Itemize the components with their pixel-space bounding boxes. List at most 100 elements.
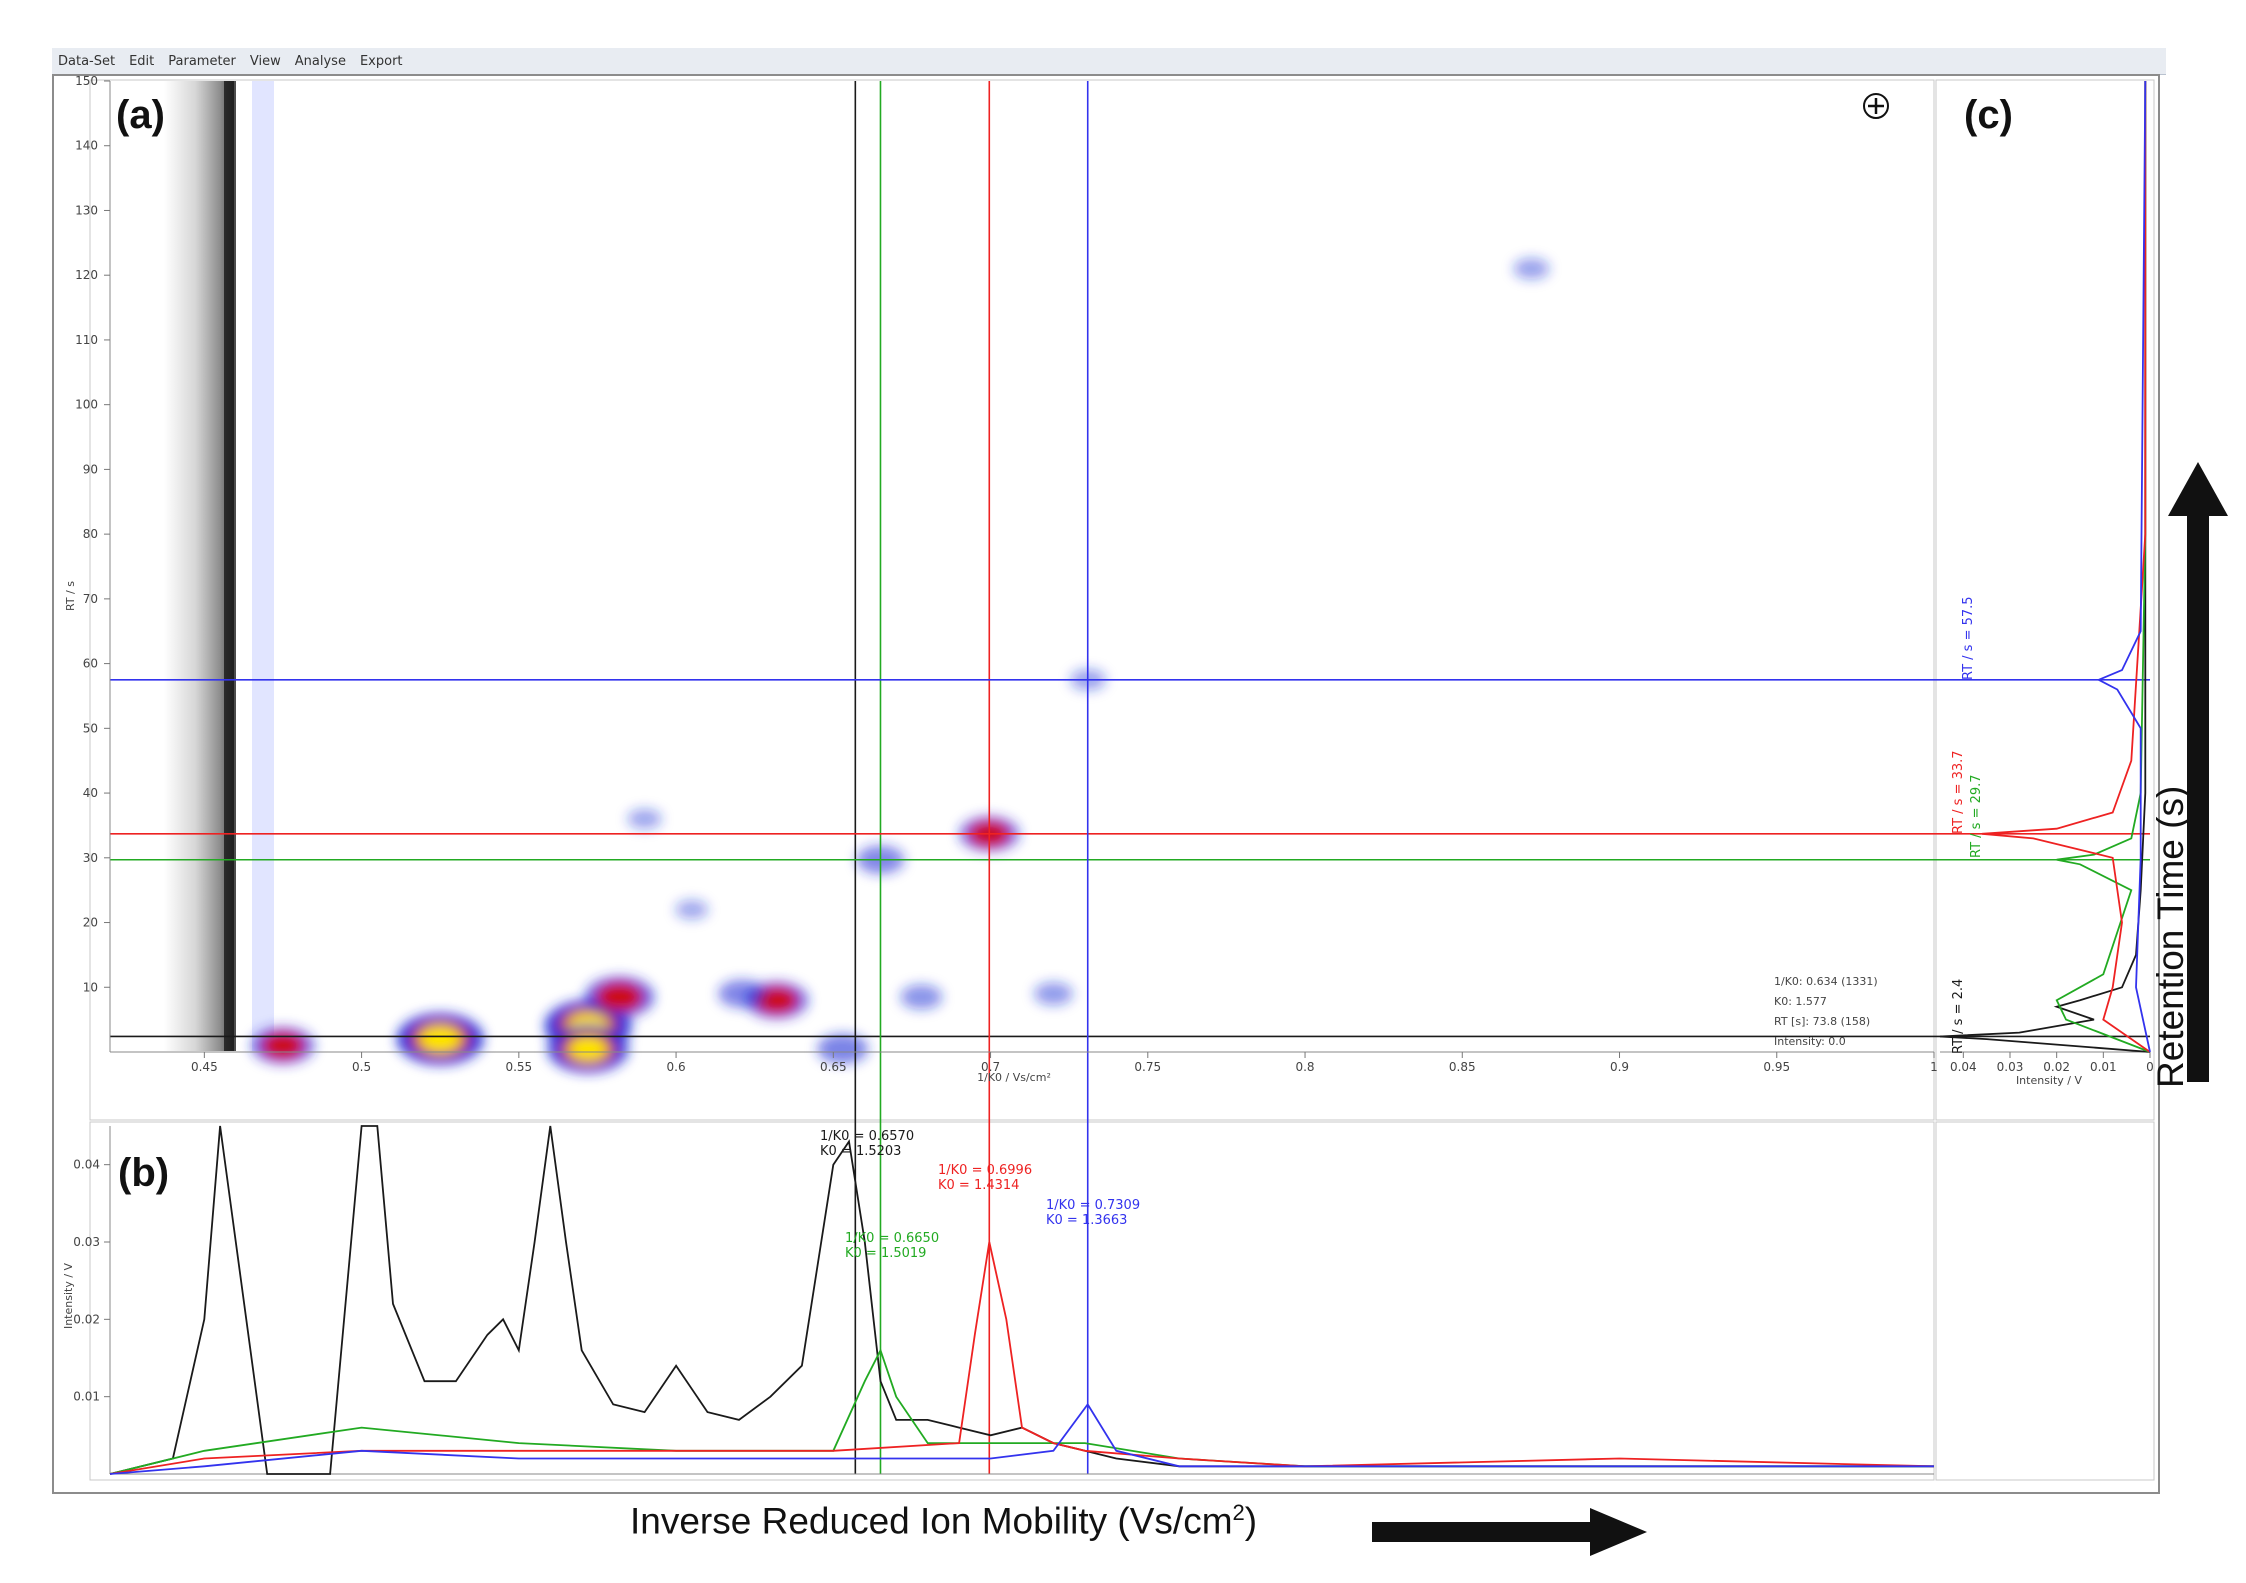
panel-c-series-blue [2096,80,2151,1053]
menu-item-view[interactable]: View [249,53,281,69]
heatmap-spot [547,1024,629,1073]
heatmap-y-tick-label: 110 [75,333,98,347]
zoom-in-button[interactable] [1863,93,1889,119]
panel-b-y-tick-label: 0.01 [73,1390,100,1404]
heatmap-y-tick-label: 40 [83,786,98,800]
heatmap-x-tick-label: 0.65 [820,1060,847,1074]
rt-annotation-black: RT / s = 2.4 [1951,979,1966,1054]
heatmap-y-axis-label: RT / s [64,581,77,611]
heatmap-x-tick-label: 0.45 [191,1060,218,1074]
menu-item-dataset[interactable]: Data-Set [58,53,116,69]
annotation-green-1: 1/K0 = 0.6650 [845,1231,939,1246]
menu-item-analyse[interactable]: Analyse [294,53,346,69]
heatmap-x-tick-label: 0.7 [981,1060,1000,1074]
rt-annotation-red: RT / s = 33.7 [1951,750,1966,834]
heatmap-x-tick-label: 0.85 [1449,1060,1476,1074]
heatmap-y-tick-label: 90 [83,462,98,476]
annotation-black-2: K0 = 1.5203 [820,1144,901,1159]
panel-b-series-red [109,1241,1935,1475]
heatmap-y-tick-label: 20 [83,916,98,930]
readout-line-1: 1/K0: 0.634 (1331) [1774,975,1878,988]
panel-c-x-tick-label: 0.02 [2043,1060,2070,1074]
panel-label-b: (b) [118,1151,169,1195]
rt-annotations: RT / s = 57.5 RT / s = 33.7 RT / s = 29.… [1951,596,1984,1054]
annotation-blue-2: K0 = 1.3663 [1046,1213,1127,1228]
heatmap-spot [251,1026,315,1065]
heatmap-x-tick-label: 0.75 [1134,1060,1161,1074]
panel-b-series-blue [109,1402,1934,1475]
annotation-red-2: K0 = 1.4314 [938,1178,1019,1193]
heatmap-spot [1513,258,1550,280]
empty-corner-frame [1935,1121,2155,1481]
heatmap-y-tick-label: 120 [75,268,98,282]
heatmap-y-tick-label: 80 [83,527,98,541]
menu-item-parameter[interactable]: Parameter [168,53,236,69]
heatmap-axes [109,81,1934,1053]
heatmap-spot [585,976,654,1018]
heatmap-x-tick-label: 0.9 [1610,1060,1629,1074]
heatmap-y-tick-label: 10 [83,980,98,994]
heatmap-x-tick-label: 1 [1930,1060,1938,1074]
heatmap-y-tick-label: 60 [83,657,98,671]
panel-label-c: (c) [1964,93,2013,137]
x-direction-arrow [1372,1508,1647,1556]
panel-b-axes [109,1126,1934,1475]
heatmap-x-axis-label: 1/K0 / Vs/cm² [977,1071,1051,1084]
heatmap-spot [675,899,709,920]
panel-b-y-axis-label: Intensity / V [62,1262,75,1329]
heatmap-spot [718,979,767,1008]
heatmap-x-tick-label: 0.8 [1295,1060,1314,1074]
readout-line-3: RT [s]: 73.8 (158) [1774,1015,1870,1028]
y-direction-arrow [2168,462,2228,1082]
panel-b-y-tick-label: 0.02 [73,1312,100,1326]
main-x-axis-label-text: Inverse Reduced Ion Mobility (Vs/cm [630,1500,1233,1542]
main-x-axis-label-close: ) [1244,1500,1258,1542]
heatmap-y-tick-label: 140 [75,139,98,153]
panel-b-y-tick-label: 0.03 [73,1235,100,1249]
heatmap-spot [1034,982,1073,1006]
heatmap-spot [900,984,943,1010]
panel-c-series-red [1981,81,2151,1053]
menu-item-export[interactable]: Export [359,53,403,69]
annotation-blue-1: 1/K0 = 0.7309 [1046,1198,1140,1213]
heatmap [164,81,1550,1073]
main-x-axis-label-superscript: 2 [1232,1500,1245,1525]
figure-canvas: 0.45 0.5 0.55 0.6 0.65 0.7 0.75 0.8 0.85 0.9 0.95 1… [62,76,2155,1481]
heatmap-x-tick-label: 0.6 [667,1060,686,1074]
panel-c-x-tick-label: 0.03 [1997,1060,2024,1074]
annotation-black-1: 1/K0 = 0.6570 [820,1129,914,1144]
panel-b-frame [89,1121,1935,1481]
annotation-red-1: 1/K0 = 0.6996 [938,1163,1032,1178]
annotation-green-2: K0 = 1.5019 [845,1246,926,1261]
panel-label-a: (a) [116,93,165,137]
main-x-axis-label: Inverse Reduced Ion Mobility (Vs/cm2) [630,1500,1257,1542]
readout-line-2: K0: 1.577 [1774,995,1827,1008]
heatmap-spot [627,808,662,830]
heatmap-x-tick-label: 0.95 [1763,1060,1790,1074]
cursor-readout: 1/K0: 0.634 (1331) K0: 1.577 RT [s]: 73.… [1774,975,1878,1048]
heatmap-y-tick-label: 150 [75,76,98,88]
menu-bar: Data-Set Edit Parameter View Analyse Exp… [52,48,2166,75]
readout-line-4: Intensity: 0.0 [1774,1035,1846,1048]
panel-c-x-tick-label: 0.04 [1950,1060,1977,1074]
gray-band-edge [224,81,236,1051]
heatmap-x-tick-label: 0.5 [352,1060,371,1074]
heatmap-y-tick-label: 70 [83,592,98,606]
rt-annotation-green: RT / s = 29.7 [1969,774,1984,858]
panel-c-x-tick-label: 0.01 [2090,1060,2117,1074]
panel-c-x-tick-label: 0 [2146,1060,2154,1074]
heatmap-y-tick-label: 100 [75,398,98,412]
panel-c-series-black [1939,81,2151,1053]
panel-b-y-tick-label: 0.04 [73,1158,100,1172]
heatmap-x-tick-label: 0.55 [505,1060,532,1074]
rt-annotation-blue: RT / s = 57.5 [1961,596,1976,680]
gray-band [164,81,234,1051]
chart-window: 0.45 0.5 0.55 0.6 0.65 0.7 0.75 0.8 0.85 0.9 0.95 1… [52,74,2160,1494]
panel-c-x-axis-label: Intensity / V [2016,1074,2083,1087]
panel-a-frame [89,79,1935,1121]
heatmap-y-tick-label: 50 [83,721,98,735]
blue-streak [252,81,274,1051]
menu-item-edit[interactable]: Edit [129,53,155,69]
main-y-axis-label: Retention Time (s) [2150,785,2191,1088]
peak-annotations: 1/K0 = 0.6570 K0 = 1.5203 1/K0 = 0.6650 … [820,1129,1140,1261]
